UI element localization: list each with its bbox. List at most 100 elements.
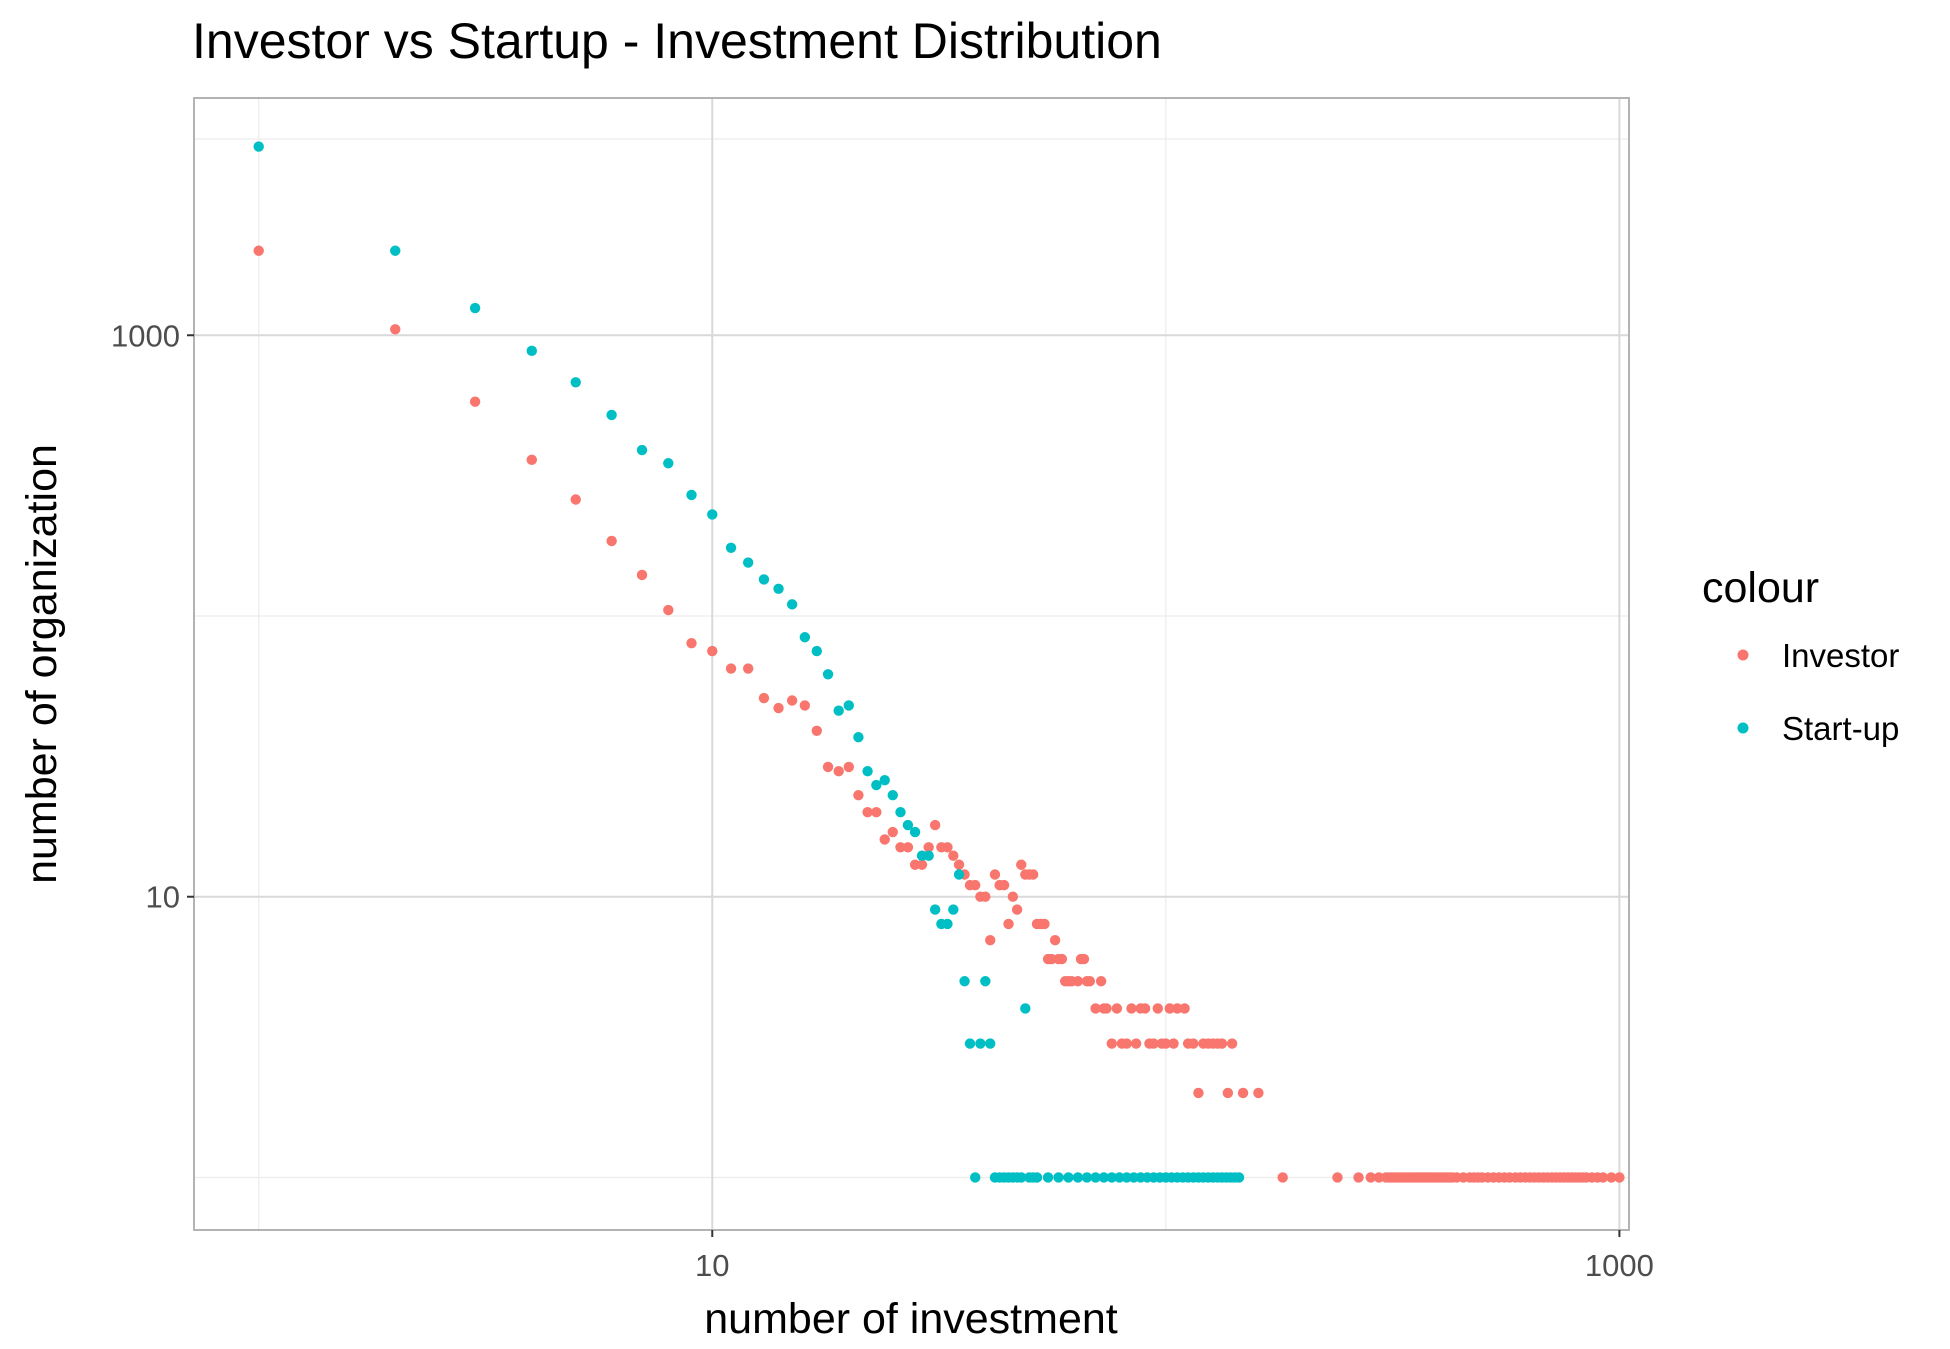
grid — [194, 98, 1629, 1230]
data-point — [742, 663, 754, 674]
data-point — [1373, 1172, 1385, 1183]
data-point — [253, 245, 264, 256]
data-point — [853, 789, 864, 801]
data-point — [953, 869, 965, 880]
y-axis-ticks: 10 1000 — [111, 318, 194, 915]
data-point — [786, 695, 798, 706]
data-point — [707, 645, 718, 657]
data-point — [1072, 1172, 1084, 1183]
data-point — [758, 574, 770, 585]
data-point — [1056, 953, 1068, 965]
data-point — [980, 891, 991, 902]
legend-key-startup — [1737, 722, 1749, 734]
data-point — [1098, 1172, 1110, 1183]
data-point — [773, 583, 784, 594]
data-point — [1111, 1003, 1123, 1014]
data-point — [1106, 1172, 1117, 1183]
data-point — [964, 1038, 976, 1049]
data-point — [1078, 953, 1090, 965]
data-point — [526, 454, 537, 466]
data-point — [942, 918, 953, 930]
data-point — [887, 789, 898, 801]
legend: colour Investor Start-up — [1702, 564, 1899, 747]
data-point — [1237, 1087, 1249, 1099]
data-point — [811, 645, 822, 657]
data-point — [923, 842, 934, 853]
data-point — [998, 879, 1010, 891]
data-point — [895, 842, 906, 853]
legend-key-investor — [1737, 649, 1749, 661]
data-point — [1106, 1038, 1117, 1049]
data-point — [942, 842, 953, 853]
legend-label-startup: Start-up — [1782, 710, 1899, 747]
data-point — [663, 604, 674, 616]
data-point — [636, 444, 648, 456]
data-point — [948, 904, 959, 915]
data-point — [1072, 976, 1084, 987]
data-point — [707, 509, 718, 520]
data-point — [799, 632, 811, 643]
data-points — [253, 141, 1625, 1183]
chart-title: Investor vs Startup - Investment Distrib… — [192, 13, 1162, 69]
data-point — [1253, 1087, 1264, 1099]
data-point — [1042, 1172, 1054, 1183]
data-point — [862, 807, 873, 818]
data-point — [663, 458, 674, 469]
data-point — [970, 879, 981, 891]
data-point — [1226, 1038, 1238, 1049]
data-point — [1090, 1172, 1101, 1183]
data-point — [1063, 1172, 1074, 1183]
data-point — [1172, 1003, 1183, 1014]
data-point — [909, 826, 921, 838]
data-point — [853, 732, 864, 743]
data-point — [1121, 1038, 1132, 1049]
data-point — [742, 557, 754, 568]
data-point — [879, 775, 890, 786]
data-point — [923, 850, 934, 861]
data-point — [758, 692, 770, 704]
x-axis-title: number of investment — [704, 1295, 1118, 1343]
data-point — [902, 819, 914, 831]
data-point — [811, 725, 822, 736]
data-point — [1016, 1172, 1027, 1183]
data-point — [390, 245, 401, 256]
data-point — [879, 834, 890, 845]
legend-title: colour — [1702, 564, 1819, 612]
plot-panel — [194, 98, 1629, 1230]
data-point — [1179, 1003, 1190, 1014]
data-point — [1597, 1172, 1609, 1183]
data-point — [1148, 1038, 1159, 1049]
data-point — [980, 976, 991, 987]
data-point — [725, 542, 737, 553]
data-point — [570, 494, 581, 505]
data-point — [970, 1172, 981, 1183]
series-investor — [253, 245, 1625, 1183]
data-point — [1016, 859, 1027, 870]
data-point — [1216, 1038, 1228, 1049]
data-point — [1152, 1003, 1163, 1014]
x-tick-label-1: 10 — [695, 1248, 729, 1283]
data-point — [526, 345, 537, 357]
data-point — [843, 700, 855, 711]
data-point — [822, 669, 834, 680]
data-point — [862, 766, 873, 777]
data-point — [1614, 1172, 1625, 1183]
data-point — [1039, 918, 1050, 930]
data-point — [843, 761, 855, 773]
data-point — [1027, 869, 1039, 880]
data-point — [686, 638, 697, 649]
x-axis-ticks: 10 1000 — [695, 1230, 1654, 1283]
data-point — [636, 569, 648, 581]
data-point — [1193, 1087, 1204, 1099]
y-axis-title: number of organization — [18, 444, 66, 884]
data-point — [871, 779, 882, 791]
data-point — [822, 761, 834, 773]
data-point — [1011, 904, 1023, 915]
data-point — [1332, 1172, 1343, 1183]
data-point — [469, 396, 481, 407]
data-point — [773, 702, 784, 714]
data-point — [948, 850, 959, 861]
data-point — [985, 1038, 996, 1049]
y-tick-label-1: 10 — [146, 880, 180, 915]
